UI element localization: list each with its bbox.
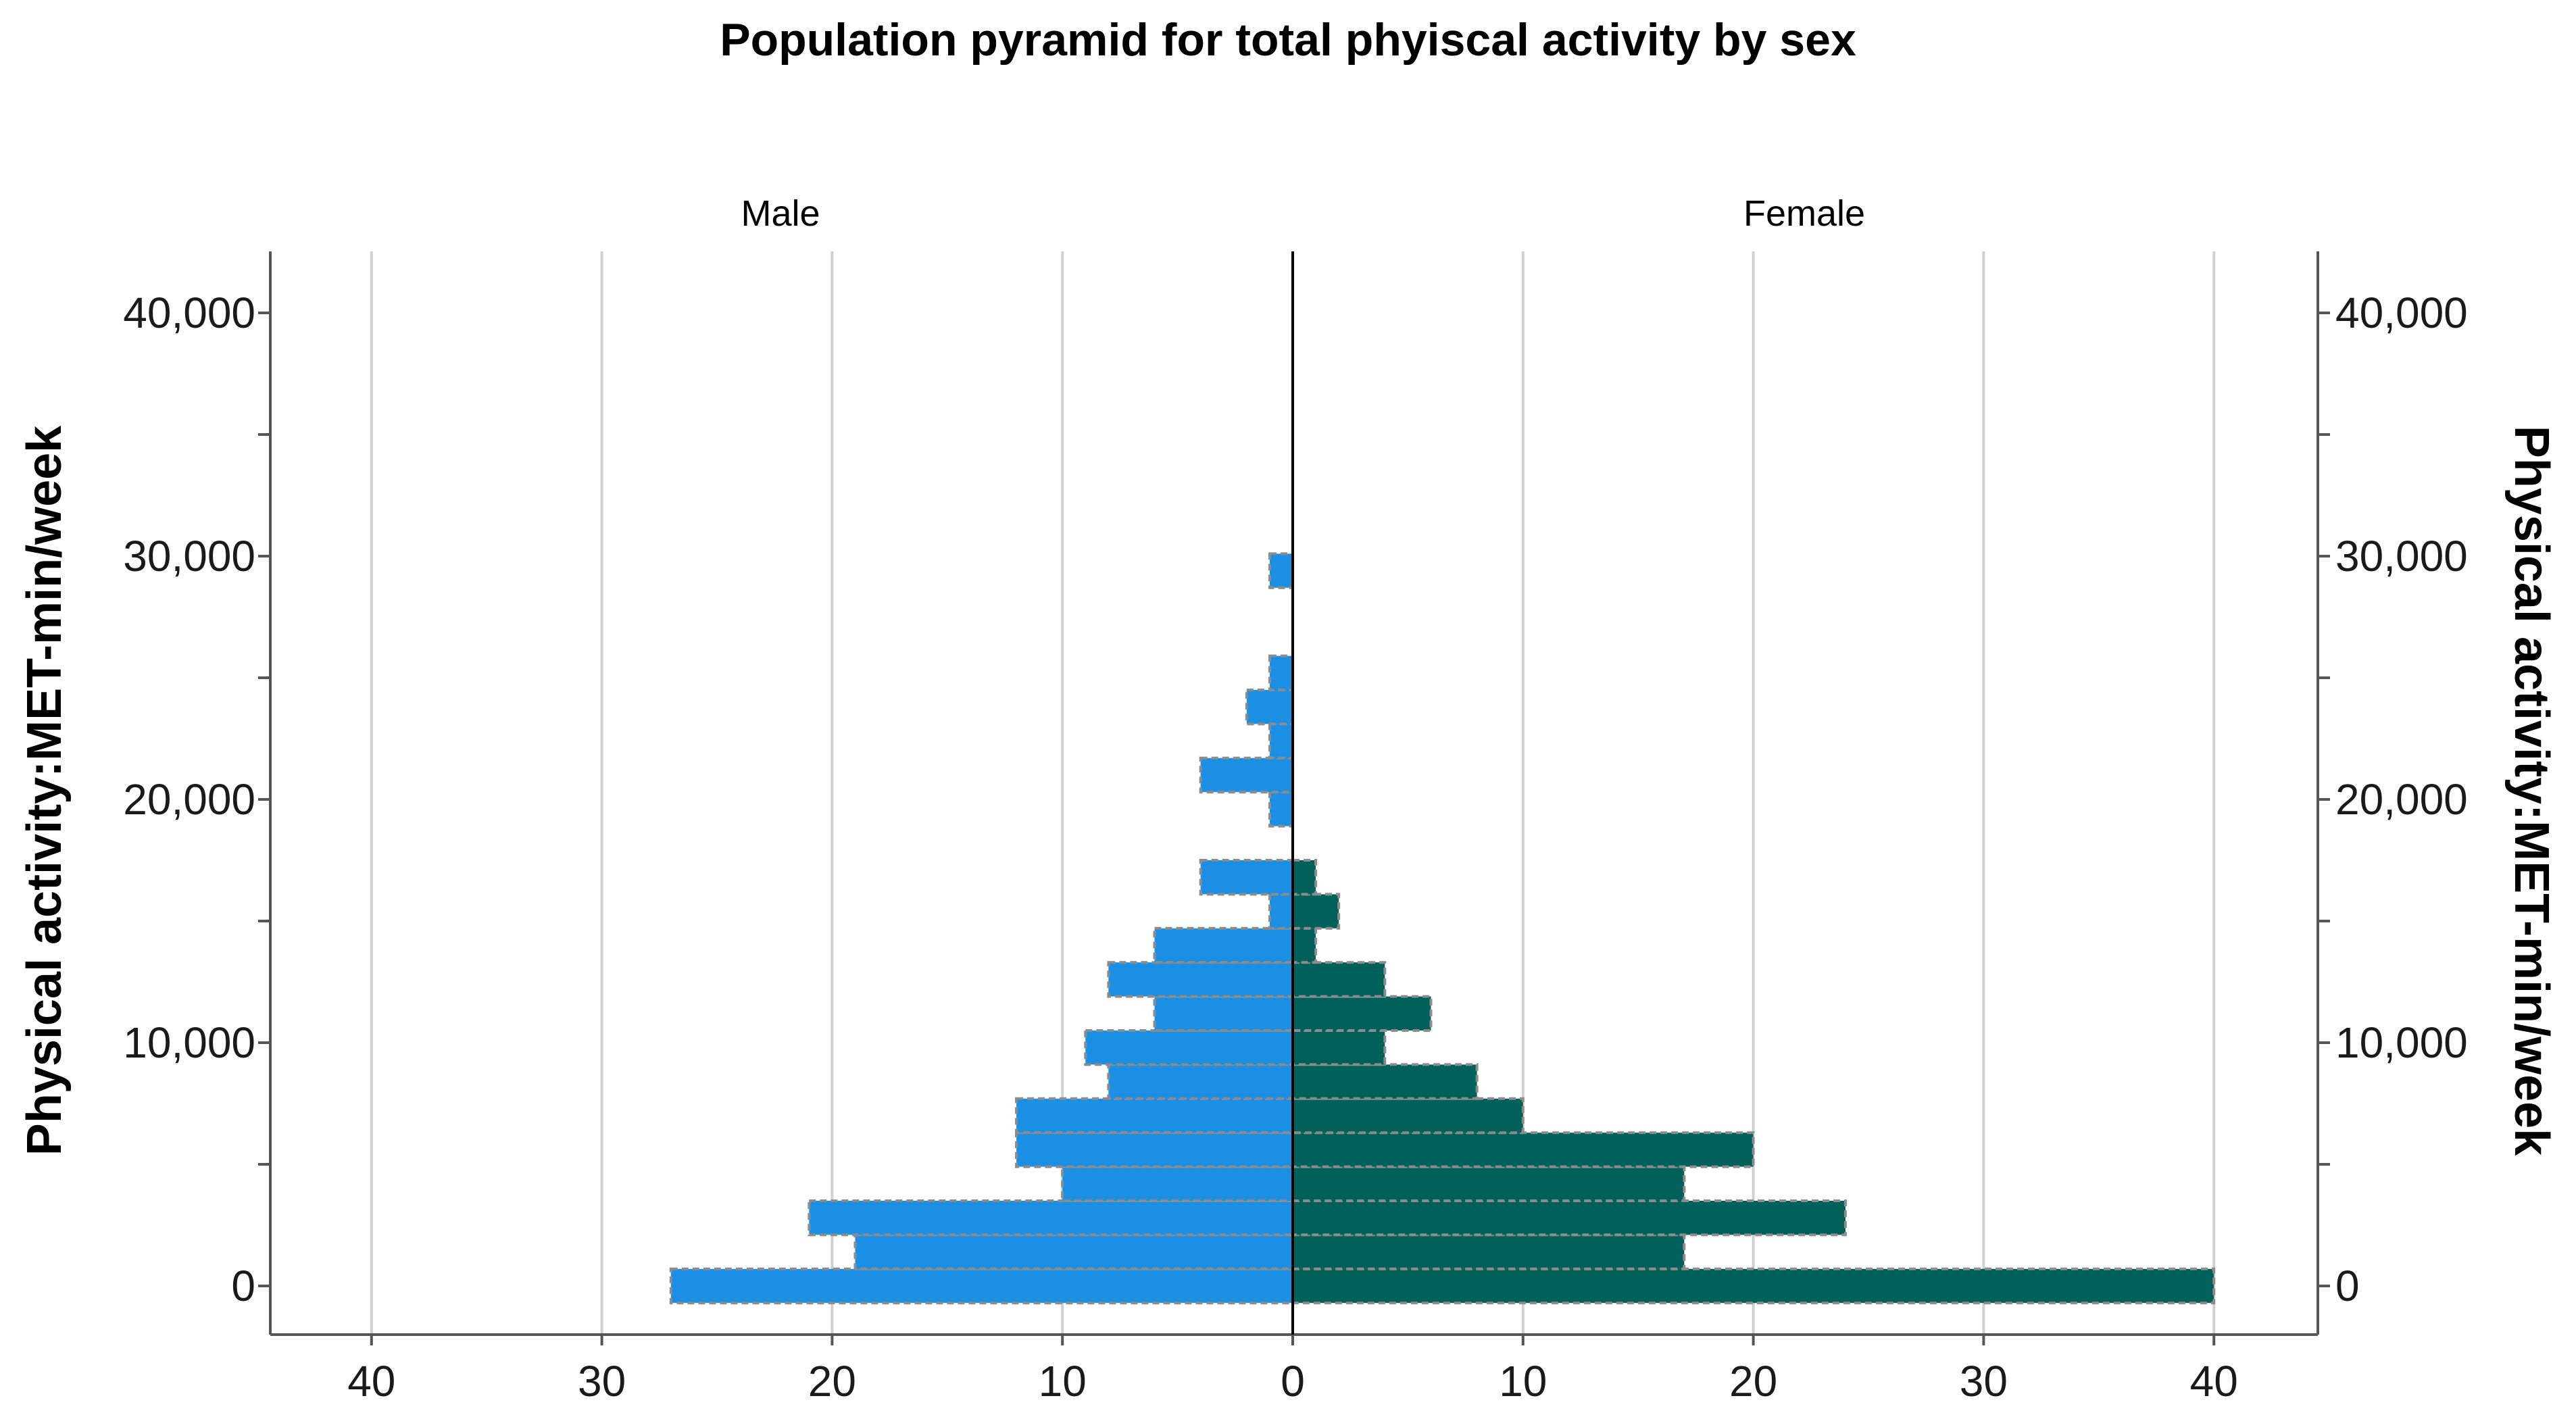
bar-male-8400 <box>1107 1063 1294 1100</box>
bar-female-12600 <box>1291 961 1387 998</box>
bar-male-15400 <box>1268 893 1295 930</box>
axes <box>258 251 2330 1345</box>
y-tick-label-right: 20,000 <box>2335 775 2468 824</box>
y-axis-title-right: Physical activity:MET-min/week <box>2504 426 2558 1156</box>
bar-male-5600 <box>1015 1131 1295 1168</box>
y-tick-label-right: 40,000 <box>2335 289 2468 337</box>
bar-male-4200 <box>1061 1165 1294 1202</box>
x-tick-label-female: 30 <box>1960 1357 2008 1406</box>
bar-male-21000 <box>1199 756 1295 794</box>
bar-male-2800 <box>808 1199 1294 1237</box>
bar-male-12600 <box>1107 961 1294 998</box>
x-tick-label-female: 20 <box>1729 1357 1777 1406</box>
bar-male-19600 <box>1268 791 1295 828</box>
bar-male-25200 <box>1268 654 1295 691</box>
x-tick-label-male: 20 <box>808 1357 856 1406</box>
x-tick-label-male: 30 <box>578 1357 626 1406</box>
y-tick-label-left: 0 <box>231 1262 255 1310</box>
bar-female-9800 <box>1291 1029 1387 1066</box>
bar-female-14000 <box>1291 926 1318 964</box>
y-tick-label-left: 10,000 <box>123 1018 255 1067</box>
bar-male-7000 <box>1015 1097 1295 1135</box>
bar-female-2800 <box>1291 1199 1847 1237</box>
panel-label-female: Female <box>1743 193 1865 234</box>
bar-male-9800 <box>1084 1029 1295 1066</box>
bar-male-29400 <box>1268 552 1295 589</box>
y-tick-label-left: 40,000 <box>123 289 255 337</box>
x-tick-label-female: 40 <box>2190 1357 2238 1406</box>
bar-male-0 <box>669 1267 1294 1305</box>
bar-male-11200 <box>1153 995 1295 1032</box>
bar-female-4200 <box>1291 1165 1686 1202</box>
y-tick-label-left: 30,000 <box>123 532 255 580</box>
y-tick-label-right: 0 <box>2335 1262 2360 1310</box>
gridlines <box>370 251 2216 1335</box>
bar-male-23800 <box>1245 689 1294 726</box>
y-tick-label-right: 30,000 <box>2335 532 2468 580</box>
bar-female-16800 <box>1291 859 1318 896</box>
bar-female-11200 <box>1291 995 1433 1032</box>
bar-female-1400 <box>1291 1233 1686 1270</box>
x-tick-label-female: 0 <box>1281 1357 1305 1406</box>
bar-male-22400 <box>1268 722 1295 760</box>
bar-male-14000 <box>1153 926 1295 964</box>
y-axis-title-left: Physical activity:MET-min/week <box>18 425 72 1156</box>
tick-labels: 0 0 10,000 10,000 20,000 20,000 30,000 30,000 40… <box>123 289 2468 1406</box>
chart-title: Population pyramid for total phyiscal ac… <box>720 14 1856 66</box>
panel-label-male: Male <box>741 193 820 234</box>
x-tick-label-male: 0 <box>1281 1357 1305 1406</box>
y-tick-label-right: 10,000 <box>2335 1018 2468 1067</box>
x-tick-label-male: 40 <box>347 1357 395 1406</box>
bar-female-8400 <box>1291 1063 1479 1100</box>
bar-female-0 <box>1291 1267 2216 1305</box>
x-tick-label-male: 10 <box>1039 1357 1087 1406</box>
bar-female-7000 <box>1291 1097 1525 1135</box>
bar-female-15400 <box>1291 893 1341 930</box>
bar-male-16800 <box>1199 859 1295 896</box>
y-tick-label-left: 20,000 <box>123 775 255 824</box>
x-tick-label-female: 10 <box>1499 1357 1547 1406</box>
bar-male-1400 <box>853 1233 1294 1270</box>
bar-female-5600 <box>1291 1131 1755 1168</box>
